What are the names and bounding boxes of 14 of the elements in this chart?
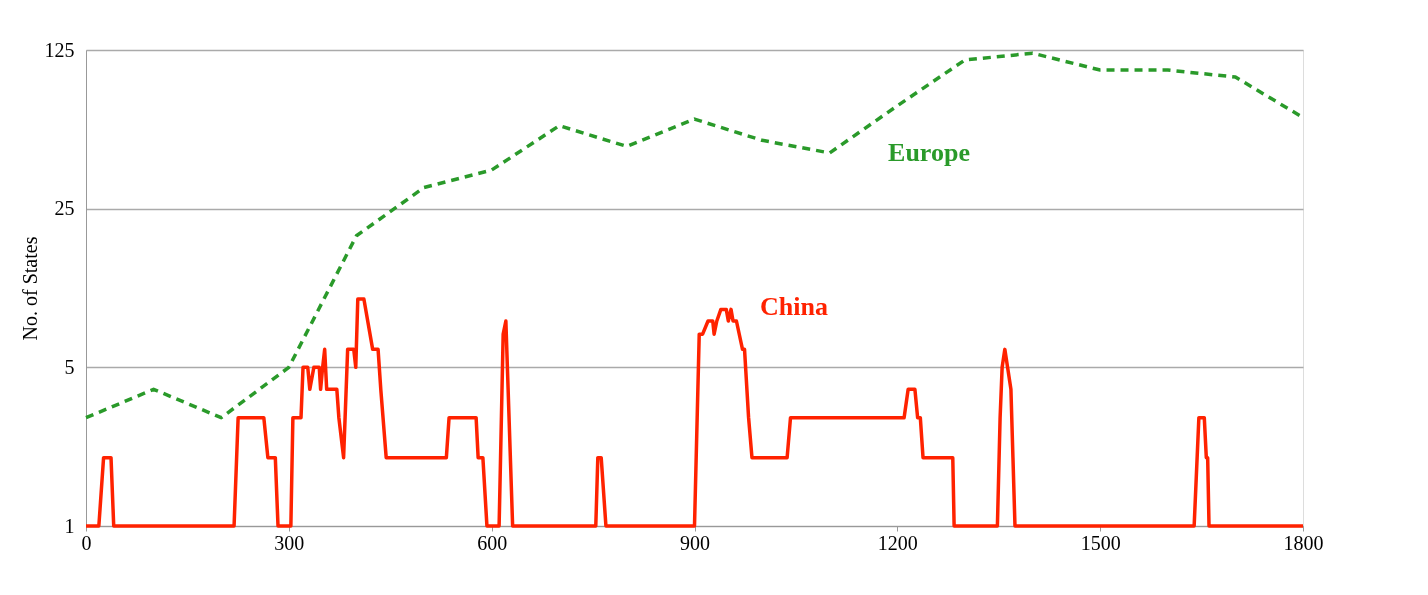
x-tick-label: 600	[477, 531, 508, 554]
x-tick-label: 0	[81, 531, 92, 554]
y-tick-label: 25	[54, 197, 75, 220]
series-label: Europe	[888, 138, 970, 167]
x-tick-label: 1200	[877, 531, 918, 554]
y-axis-title: No. of States	[18, 236, 41, 341]
series-label: China	[760, 292, 828, 321]
y-tick-label: 5	[64, 355, 75, 378]
x-tick-label: 1500	[1080, 531, 1121, 554]
y-tick-label: 125	[44, 38, 75, 61]
x-tick-label: 1800	[1283, 531, 1324, 554]
x-tick-label: 900	[680, 531, 710, 554]
x-tick-label: 300	[274, 531, 305, 554]
y-tick-label: 1	[64, 514, 75, 537]
